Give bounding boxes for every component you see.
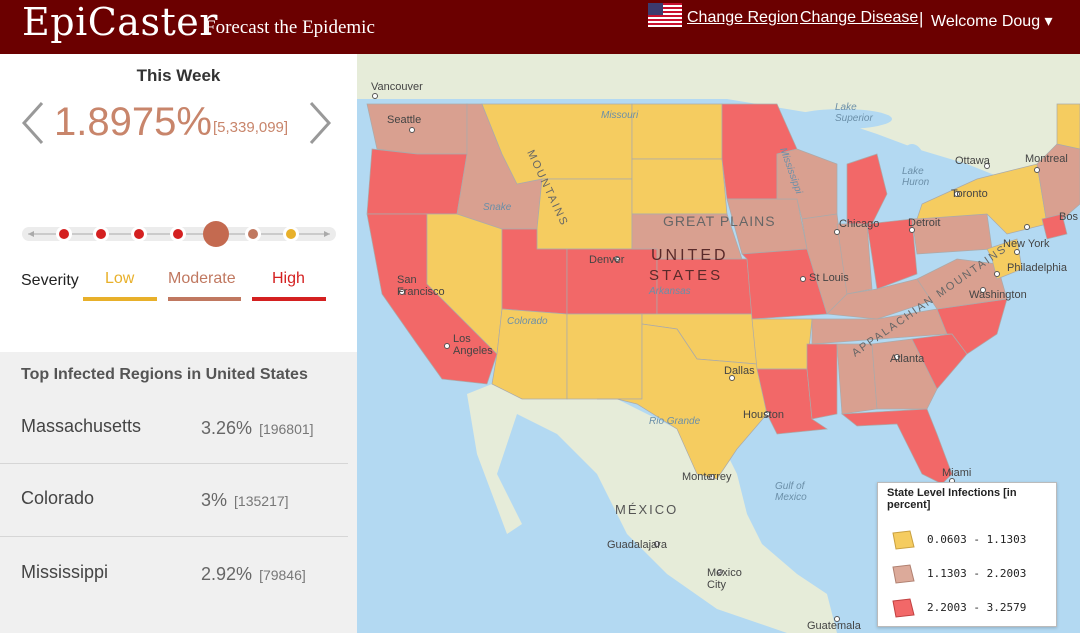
- weekly-summary-panel: This Week 1.8975% [5,339,099] Severity L…: [0, 54, 357, 352]
- chevron-right-icon[interactable]: [305, 98, 335, 148]
- legend-swatch-moderate: [892, 564, 915, 584]
- header-separator: |: [919, 9, 924, 28]
- region-value: 3.26% [196801]: [201, 418, 314, 438]
- map-label: Ottawa: [955, 155, 991, 167]
- map-legend-title: State Level Infections [in percent]: [887, 487, 1017, 511]
- map-label: Rio Grande: [649, 416, 701, 427]
- severity-low: Low: [105, 270, 135, 287]
- change-disease-link[interactable]: Change Disease: [800, 9, 919, 26]
- region-name: Massachusetts: [21, 416, 142, 436]
- map-label: St Louis: [809, 272, 849, 284]
- region-row[interactable]: Colorado 3% [135217]: [0, 464, 357, 536]
- map-legend-item: 0.0603 - 1.1303: [890, 529, 1050, 551]
- map-label: Detroit: [908, 217, 940, 229]
- infection-percent: 1.8975%: [54, 100, 212, 144]
- map-label: Bos: [1059, 211, 1078, 223]
- map-label: Mexico City: [707, 567, 742, 591]
- region-name: Mississippi: [21, 562, 109, 582]
- map-label: Guadalajara: [607, 539, 668, 551]
- map-label: UNITED: [651, 247, 729, 264]
- legend-swatch-high: [892, 598, 915, 618]
- timeline-dot[interactable]: [170, 226, 186, 242]
- legend-swatch-low: [892, 530, 915, 550]
- map-label: GREAT PLAINS: [663, 213, 776, 229]
- region-count: [79846]: [259, 567, 306, 583]
- map-legend-item: 1.1303 - 2.2003: [890, 563, 1050, 585]
- user-menu[interactable]: Welcome Doug ▾: [931, 13, 1053, 30]
- map-label: Seattle: [387, 114, 421, 126]
- map-label: Miami: [942, 467, 971, 479]
- map-label: Gulf of Mexico: [775, 481, 807, 503]
- map-label: STATES: [649, 267, 723, 284]
- divider: [0, 536, 348, 537]
- severity-high: High: [272, 270, 305, 287]
- timeline-dot[interactable]: [245, 226, 261, 242]
- brand-logo[interactable]: EpiCaster: [22, 0, 218, 44]
- region-value: 3% [135217]: [201, 490, 289, 510]
- map-legend: State Level Infections [in percent] 0.06…: [877, 482, 1057, 627]
- map-label: Vancouver: [371, 81, 423, 93]
- map-label: Lake Huron: [902, 166, 930, 188]
- chevron-left-icon[interactable]: [18, 98, 48, 148]
- top-regions-panel: Top Infected Regions in United States Ma…: [0, 352, 357, 633]
- week-timeline[interactable]: [22, 216, 336, 252]
- map-label: Arkansas: [648, 286, 691, 297]
- map-label: Colorado: [507, 316, 548, 327]
- map-label: Los Angeles: [453, 333, 493, 357]
- week-title: This Week: [136, 66, 221, 85]
- timeline-dot[interactable]: [283, 226, 299, 242]
- map-label: Philadelphia: [1007, 262, 1068, 274]
- timeline-dot[interactable]: [131, 226, 147, 242]
- change-region-link[interactable]: Change Region: [687, 9, 799, 26]
- timeline-dot[interactable]: [93, 226, 109, 242]
- us-flag-icon[interactable]: [648, 3, 682, 27]
- map-label: Toronto: [951, 188, 988, 200]
- map-legend-range: 2.2003 - 3.2579: [927, 601, 1027, 614]
- region-row[interactable]: Massachusetts 3.26% [196801]: [0, 392, 357, 464]
- map-label: Monterrey: [682, 471, 732, 483]
- map-label: Lake Superior: [835, 102, 873, 124]
- severity-high-bar: [252, 297, 326, 301]
- divider: [0, 463, 348, 464]
- app-header: EpiCaster Forecast the Epidemic Change R…: [0, 0, 1080, 54]
- region-value: 2.92% [79846]: [201, 564, 306, 584]
- map-label: Snake: [483, 202, 512, 213]
- severity-moderate: Moderate: [168, 270, 236, 287]
- map-label: MÉXICO: [615, 502, 678, 517]
- tagline: Forecast the Epidemic: [205, 17, 375, 38]
- region-row[interactable]: Mississippi 2.92% [79846]: [0, 538, 357, 610]
- top-regions-title: Top Infected Regions in United States: [21, 366, 308, 383]
- map-legend-range: 1.1303 - 2.2003: [927, 567, 1027, 580]
- map-label: Dallas: [724, 365, 755, 377]
- severity-moderate-bar: [168, 297, 241, 301]
- timeline-dot[interactable]: [56, 226, 72, 242]
- map-label: Houston: [743, 409, 784, 421]
- map-label: Washington: [969, 289, 1027, 301]
- region-name: Colorado: [21, 488, 95, 508]
- severity-low-bar: [83, 297, 157, 301]
- region-count: [135217]: [234, 493, 289, 509]
- infection-count: [5,339,099]: [213, 119, 289, 136]
- region-count: [196801]: [259, 421, 314, 437]
- map-label: Missouri: [601, 110, 639, 121]
- map-label: San Francisco: [397, 274, 445, 298]
- map-legend-range: 0.0603 - 1.1303: [927, 533, 1027, 546]
- map-label: Denver: [589, 254, 625, 266]
- severity-label: Severity: [21, 272, 79, 289]
- map-label: Atlanta: [890, 353, 925, 365]
- map-legend-item: 2.2003 - 3.2579: [890, 597, 1050, 619]
- timeline-dot-selected[interactable]: [203, 221, 229, 247]
- map-label: New York: [1003, 238, 1050, 250]
- map-label: Guatemala: [807, 620, 862, 632]
- map-label: Montreal: [1025, 153, 1068, 165]
- map-label: Chicago: [839, 218, 879, 230]
